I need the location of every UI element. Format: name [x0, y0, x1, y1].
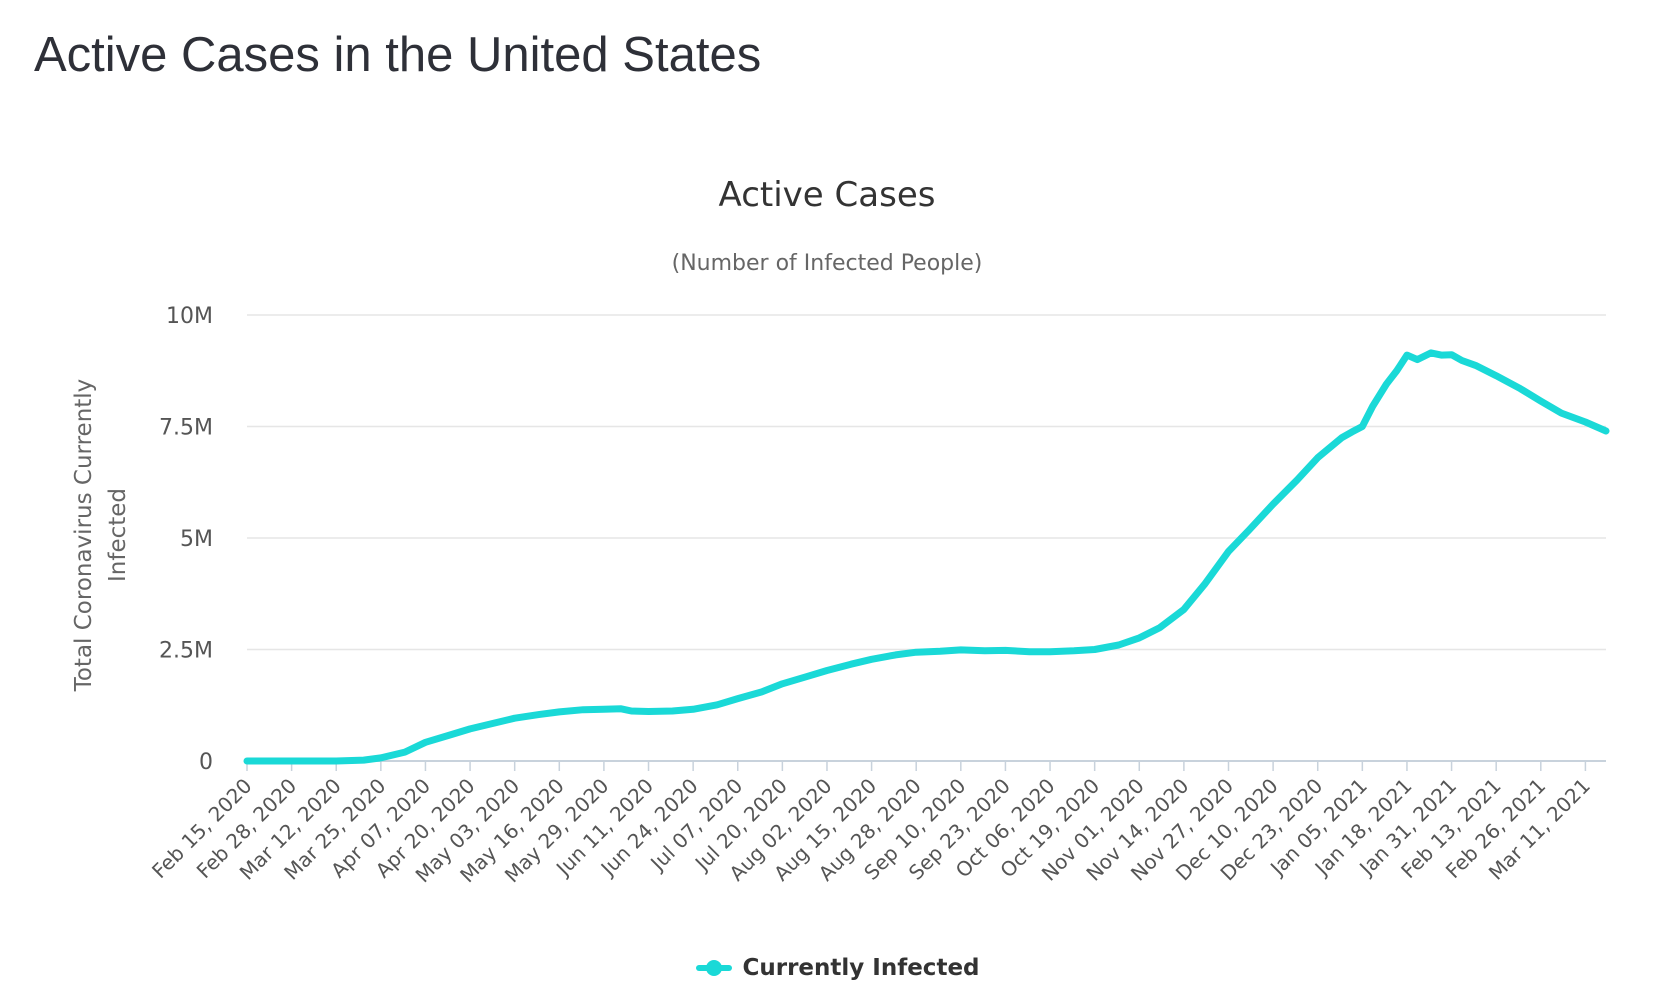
data-point	[1340, 436, 1343, 439]
data-point	[1093, 648, 1096, 651]
data-point	[582, 708, 585, 711]
data-point	[1371, 405, 1374, 408]
data-point	[959, 648, 962, 651]
series-line-currently-infected	[243, 349, 1610, 765]
data-point	[558, 710, 561, 713]
data-point	[1474, 364, 1477, 367]
chart-subtitle: (Number of Infected People)	[672, 251, 983, 276]
data-point	[894, 653, 897, 656]
data-point	[647, 710, 650, 713]
data-point	[1450, 353, 1453, 356]
data-point	[1495, 374, 1498, 377]
data-point	[805, 675, 808, 678]
data-point	[403, 751, 406, 754]
y-tick-label: 2.5M	[159, 639, 213, 664]
data-point	[716, 703, 719, 706]
data-point	[335, 760, 338, 762]
y-axis-ticks: 0 2.5M 5M 7.5M 10M	[159, 304, 213, 775]
y-tick-label: 7.5M	[159, 416, 213, 441]
y-axis-label-line-1: Total Coronavirus Currently	[71, 379, 97, 693]
data-point	[850, 663, 852, 666]
data-point	[1296, 479, 1299, 481]
data-point	[692, 708, 695, 711]
data-point	[1138, 636, 1141, 639]
data-point	[1203, 583, 1206, 586]
legend-label: Currently Infected	[742, 955, 980, 981]
data-point	[246, 760, 248, 762]
data-point	[448, 734, 451, 737]
data-point	[620, 707, 623, 710]
legend[interactable]: Currently Infected	[0, 955, 1676, 981]
data-point	[1117, 644, 1120, 646]
legend-item-currently-infected[interactable]: Currently Infected	[696, 955, 980, 981]
data-point	[493, 722, 496, 725]
data-point	[1584, 421, 1587, 423]
legend-line-marker-icon	[696, 960, 733, 976]
data-point	[1248, 529, 1251, 531]
data-point	[630, 710, 633, 712]
data-point	[939, 650, 942, 653]
data-point	[1460, 359, 1463, 362]
data-point	[290, 760, 293, 762]
data-point	[736, 697, 739, 700]
data-point	[1430, 351, 1432, 354]
data-point	[781, 682, 784, 685]
data-point	[362, 759, 365, 762]
data-point	[1385, 383, 1388, 386]
data-point	[1073, 649, 1076, 652]
y-tick-label: 10M	[166, 304, 213, 329]
data-point	[1395, 369, 1398, 372]
data-point	[424, 741, 427, 744]
data-point	[671, 710, 674, 712]
data-point	[1539, 400, 1542, 403]
series-layer	[243, 349, 1610, 765]
data-point	[1028, 650, 1031, 653]
data-point	[513, 717, 516, 720]
data-point	[469, 727, 472, 730]
data-point	[1049, 650, 1051, 653]
y-tick-label: 0	[199, 750, 213, 775]
data-point	[1519, 387, 1522, 390]
data-point	[1004, 649, 1007, 652]
data-point	[760, 690, 763, 693]
data-point	[1440, 354, 1443, 357]
gridlines	[247, 314, 1606, 762]
data-point	[1361, 425, 1364, 428]
data-point	[1406, 354, 1408, 357]
y-tick-label: 5M	[180, 527, 213, 552]
data-point	[1416, 358, 1419, 361]
chart-title: Active Cases	[719, 175, 936, 215]
data-point	[379, 756, 382, 759]
data-point	[1316, 456, 1319, 459]
page-heading: Active Cases in the United States	[34, 28, 762, 82]
data-point	[1351, 430, 1353, 433]
data-point	[537, 713, 540, 716]
data-point	[1560, 412, 1563, 415]
y-axis-label-line-2: Infected	[105, 488, 131, 582]
data-point	[602, 708, 605, 711]
data-point	[870, 658, 873, 661]
data-point	[826, 669, 828, 672]
data-point	[1272, 503, 1275, 506]
data-point	[915, 651, 918, 654]
data-point	[1227, 550, 1230, 553]
data-point	[1182, 608, 1185, 611]
data-point	[1158, 626, 1161, 629]
data-point	[983, 649, 986, 652]
data-point	[1605, 430, 1607, 432]
